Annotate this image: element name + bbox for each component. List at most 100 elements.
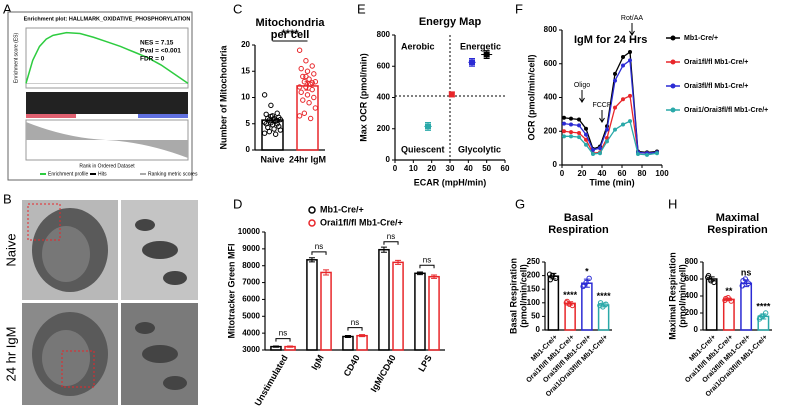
y-tick-label: 50 xyxy=(531,312,540,321)
nucleus xyxy=(42,226,90,282)
panel-letter: D xyxy=(233,196,242,211)
x-tick-label: 60 xyxy=(501,164,510,173)
data-point xyxy=(311,71,317,77)
legend-label: Orai1fl/fl Mb1-Cre/+ xyxy=(320,217,403,227)
y-tick-label: 8000 xyxy=(242,261,260,270)
data-point xyxy=(303,84,309,90)
y-axis-label: OCR (pmol/min/cell) xyxy=(526,54,536,140)
data-point xyxy=(628,119,632,124)
data-point xyxy=(577,135,581,140)
data-point xyxy=(304,68,311,74)
y-tick-label: 3000 xyxy=(242,345,260,354)
data-point xyxy=(271,126,277,132)
legend-label: Orai1/Orai3fl/fl Mb1-Cre/+ xyxy=(684,107,768,114)
data-point xyxy=(763,310,769,316)
data-point xyxy=(705,272,712,279)
annotation: ns xyxy=(279,329,287,338)
data-point xyxy=(598,146,602,151)
data-point xyxy=(739,283,745,289)
y-tick-label: 600 xyxy=(544,59,558,68)
y-tick-label: 150 xyxy=(527,284,541,293)
mitochondrion xyxy=(135,219,155,231)
mitochondrion xyxy=(142,345,178,363)
data-point xyxy=(621,97,625,102)
x-tick-label: 20 xyxy=(578,169,587,178)
data-point xyxy=(448,91,455,98)
y-tick-label: 100 xyxy=(527,298,541,307)
enrichment-line xyxy=(25,31,189,85)
error-bar xyxy=(344,335,351,339)
quadrant-label: Energetic xyxy=(460,41,501,51)
error-bar xyxy=(416,271,423,276)
mitochondrion xyxy=(163,376,187,390)
data-point xyxy=(268,113,274,120)
y-tick-label: 9000 xyxy=(242,244,260,253)
data-point xyxy=(562,134,566,139)
y-tick-label: 20 xyxy=(241,40,250,49)
bar xyxy=(740,282,753,331)
bar xyxy=(414,272,426,351)
quadrant-label: Quiescent xyxy=(401,144,445,154)
data-point xyxy=(577,130,581,135)
panel-letter: H xyxy=(668,196,677,211)
x-tick-label: 50 xyxy=(482,164,491,173)
chart-title: IgM for 24 Hrs xyxy=(574,34,647,46)
quadrant-label: Glycolytic xyxy=(458,144,501,154)
error-bar xyxy=(287,345,294,348)
data-point xyxy=(298,65,304,72)
data-point xyxy=(645,152,649,157)
error-bar xyxy=(708,276,715,282)
data-point xyxy=(569,122,573,127)
bar xyxy=(306,259,318,351)
panel-letter: B xyxy=(3,191,12,206)
data-point xyxy=(301,110,308,116)
x-tick-label: LPS xyxy=(416,353,433,373)
error-bar xyxy=(600,302,607,308)
data-point xyxy=(261,92,268,98)
x-tick-label: 0 xyxy=(560,169,565,178)
data-point xyxy=(303,58,309,64)
x-tick-label: 0 xyxy=(393,164,398,173)
x-tick-label: 30 xyxy=(446,164,455,173)
legend-marker xyxy=(670,83,676,89)
y-tick-label: 200 xyxy=(377,124,391,133)
error-bar xyxy=(743,279,750,288)
annotation: ns xyxy=(315,242,323,251)
data-point xyxy=(636,152,640,157)
chart-title: per cell xyxy=(271,29,310,41)
data-point xyxy=(562,129,566,134)
legend-marker xyxy=(670,59,676,65)
data-point xyxy=(546,271,553,277)
data-point xyxy=(577,117,581,122)
bar xyxy=(342,335,354,351)
data-point xyxy=(300,73,306,80)
row-label: 24 hr IgM xyxy=(3,327,18,382)
data-point xyxy=(597,302,603,309)
data-point xyxy=(483,51,490,58)
data-point xyxy=(584,126,588,131)
error-bar xyxy=(760,313,767,320)
annotation: Pval = <0.001 xyxy=(140,48,181,55)
data-point xyxy=(298,89,304,95)
data-point xyxy=(711,279,717,286)
x-tick-label: 24hr IgM xyxy=(289,154,326,164)
bar xyxy=(722,298,735,331)
data-point xyxy=(309,86,315,93)
y-tick-label: 0 xyxy=(536,325,541,334)
y-tick-label: 200 xyxy=(527,271,541,280)
significance: **** xyxy=(281,28,299,40)
annotation: ns xyxy=(351,318,359,327)
data-point xyxy=(598,151,602,156)
chart-title: Mitochondria xyxy=(255,17,325,29)
data-point xyxy=(655,151,659,156)
data-point xyxy=(613,78,617,83)
x-tick-label: 40 xyxy=(464,164,473,173)
error-bar xyxy=(272,345,279,348)
y-tick-label: 600 xyxy=(377,61,391,70)
data-point xyxy=(569,116,573,121)
data-point xyxy=(303,73,309,80)
error-bar xyxy=(304,81,311,91)
hits xyxy=(26,92,188,114)
bracket xyxy=(383,241,399,245)
